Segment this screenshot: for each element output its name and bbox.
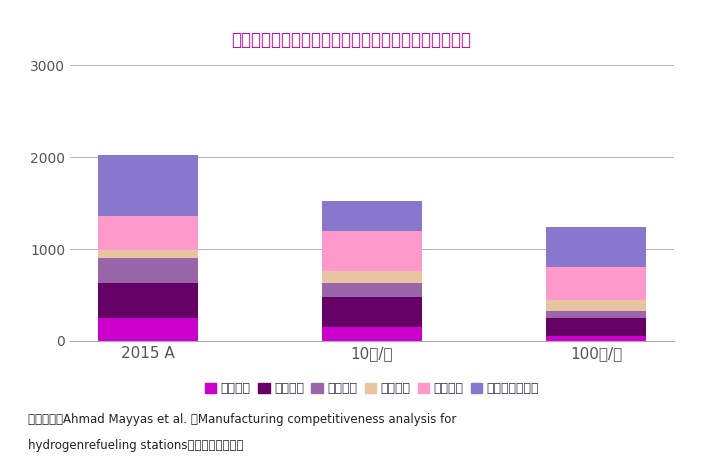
Legend: 资本成本, 压缩系统, 储氢系统, 加氢系统, 其他系统, 建成前其他费用: 资本成本, 压缩系统, 储氢系统, 加氢系统, 其他系统, 建成前其他费用 bbox=[200, 377, 544, 401]
Bar bbox=[322, 231, 423, 271]
Bar bbox=[98, 216, 199, 249]
Bar bbox=[545, 336, 647, 341]
Text: hydrogenrefueling stations》；单位：千美元: hydrogenrefueling stations》；单位：千美元 bbox=[28, 439, 244, 452]
Bar bbox=[322, 201, 423, 231]
Bar bbox=[98, 283, 199, 318]
Bar bbox=[98, 249, 199, 258]
Bar bbox=[545, 227, 647, 268]
Bar bbox=[322, 283, 423, 297]
Bar bbox=[545, 268, 647, 300]
Bar bbox=[545, 300, 647, 311]
Bar bbox=[98, 155, 199, 216]
Text: 外供氢高压氢气加氢站建设成本随生产规模增加而降低: 外供氢高压氢气加氢站建设成本随生产规模增加而降低 bbox=[231, 31, 471, 49]
Bar bbox=[545, 318, 647, 336]
Bar bbox=[322, 271, 423, 283]
Bar bbox=[98, 258, 199, 283]
Bar bbox=[322, 327, 423, 341]
Text: 资料来源：Ahmad Mayyas et al. 《Manufacturing competitiveness analysis for: 资料来源：Ahmad Mayyas et al. 《Manufacturing … bbox=[28, 413, 456, 426]
Bar bbox=[322, 297, 423, 327]
Bar bbox=[98, 318, 199, 341]
Bar bbox=[545, 311, 647, 318]
